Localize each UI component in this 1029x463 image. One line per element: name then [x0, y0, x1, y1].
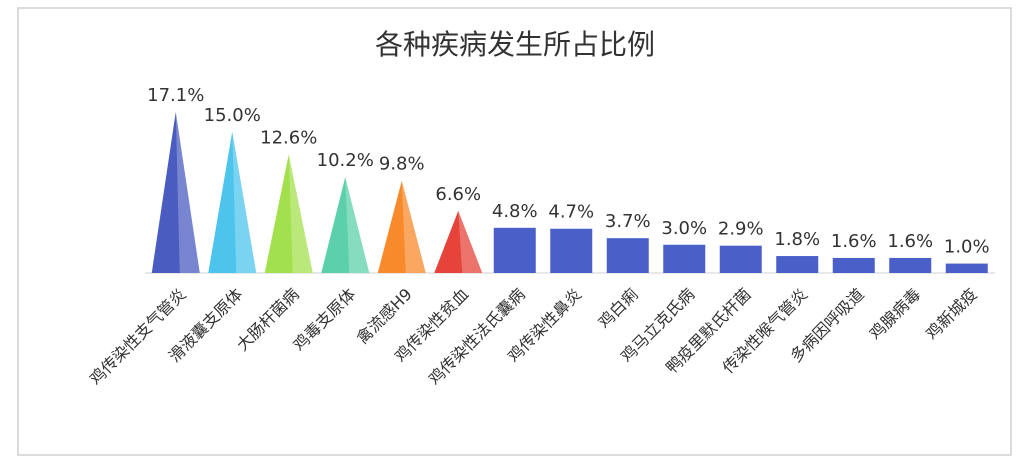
- value-label: 4.8%: [492, 201, 538, 222]
- bar: [377, 180, 426, 273]
- bar-shade: [401, 180, 426, 273]
- bar: [663, 244, 706, 273]
- bar: [550, 228, 593, 273]
- bar: [151, 112, 200, 273]
- bar-shade: [458, 210, 483, 273]
- bar: [493, 227, 536, 273]
- value-label: 1.8%: [774, 229, 820, 250]
- chart-title: 各种疾病发生所占比例: [375, 28, 655, 61]
- value-label: 10.2%: [317, 150, 374, 171]
- value-label: 1.6%: [887, 231, 933, 252]
- value-label: 4.7%: [548, 202, 594, 223]
- bar: [776, 256, 819, 273]
- bar-shade: [175, 112, 200, 273]
- bar-shade: [345, 176, 370, 273]
- bar-shade: [288, 154, 313, 273]
- value-label: 15.0%: [204, 105, 261, 126]
- bar: [606, 238, 649, 273]
- value-label: 3.0%: [661, 218, 707, 239]
- bar: [321, 176, 370, 273]
- bar: [719, 245, 762, 273]
- value-label: 1.6%: [831, 231, 877, 252]
- bar: [434, 210, 483, 273]
- value-label: 17.1%: [147, 85, 204, 106]
- value-label: 2.9%: [718, 219, 764, 240]
- bar: [208, 131, 257, 273]
- value-label: 12.6%: [260, 127, 317, 148]
- bar: [945, 263, 988, 273]
- bar-shade: [232, 131, 257, 273]
- bar: [889, 257, 932, 273]
- value-label: 3.7%: [605, 211, 651, 232]
- bar: [264, 154, 313, 273]
- value-label: 6.6%: [435, 184, 481, 205]
- value-label: 1.0%: [944, 237, 990, 258]
- value-label: 9.8%: [379, 154, 425, 175]
- bar: [832, 257, 875, 273]
